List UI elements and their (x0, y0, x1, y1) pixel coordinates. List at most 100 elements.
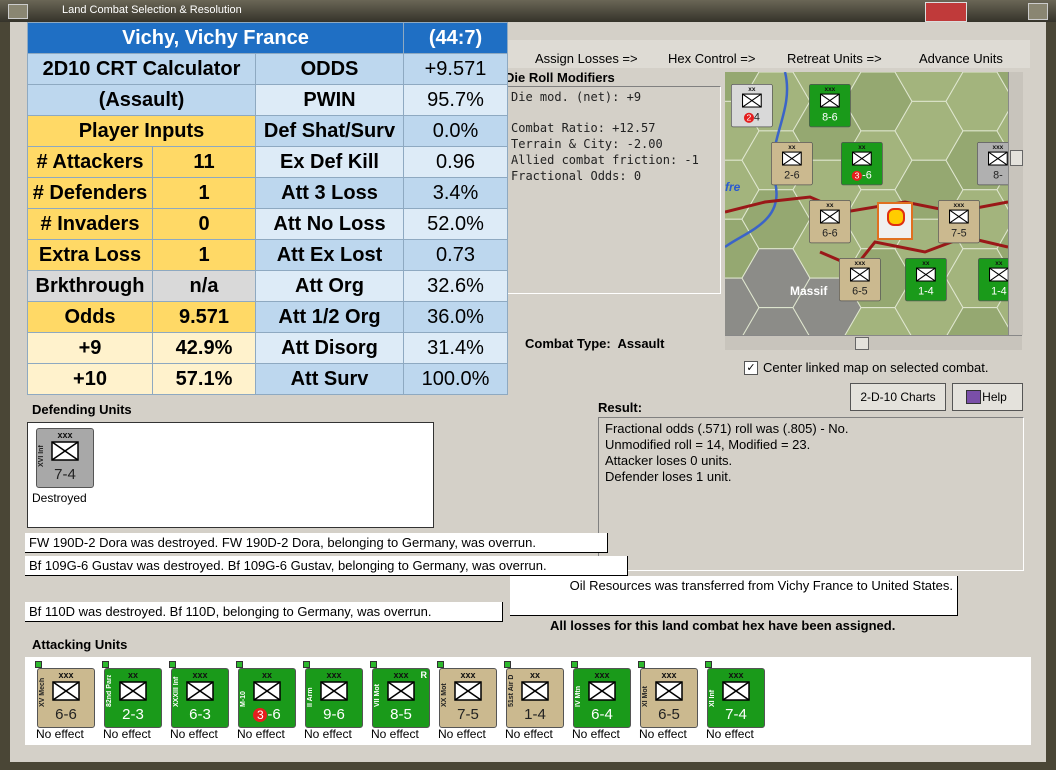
unit-size: xx (261, 670, 272, 680)
unit-strength: 6-6 (55, 706, 77, 723)
unit-size: xxx (661, 670, 677, 680)
unit-counter[interactable]: xxx XVI Inf 7-4 (36, 428, 94, 488)
unit-badge: 2 (743, 112, 754, 123)
unit-counter[interactable]: xxx XX Mot 7-5 (439, 668, 497, 728)
menu-item[interactable]: Retreat Units => (787, 51, 882, 66)
unit-counter[interactable]: xx 1-4 (905, 258, 947, 302)
modifier-line: Fractional Odds: 0 (511, 169, 642, 183)
horizontal-scrollbar[interactable] (725, 335, 1022, 350)
unit-counter[interactable]: xx 1-4 (978, 258, 1008, 302)
hex-map[interactable]: Massif fre xx 2 4 xxx 8-6 xx 2-6 xx 3 -6 xxx 8- xx 6-6 x… (725, 72, 1008, 335)
unit-counter[interactable]: xx 51st Air Div 1-4 (506, 668, 564, 728)
unit-strength-row: 2-3 (105, 706, 161, 723)
calc-row: +9 42.9% Att Disorg 31.4% (27, 332, 508, 364)
result-line: Defender loses 1 unit. (605, 469, 732, 484)
symbol-cross (387, 681, 415, 701)
unit-counter[interactable]: xxx XV Mech 6-6 (37, 668, 95, 728)
scroll-thumb[interactable] (855, 337, 869, 350)
symbol-cross (454, 681, 482, 701)
calc-cell: +9 (27, 332, 153, 364)
status-indicator (169, 661, 176, 668)
unit-counter[interactable]: xx 2 4 (731, 84, 773, 128)
unit-counter[interactable]: xx M-10 3 -6 (238, 668, 296, 728)
unit-strength-row: 9-6 (306, 706, 362, 723)
unit-strength-row: 6-6 (38, 706, 94, 723)
unit-counter[interactable]: xxx XXXIII Inf 6-3 (171, 668, 229, 728)
calc-row: # Invaders 0 Att No Loss 52.0% (27, 208, 508, 240)
unit-strength-row: 7-5 (939, 227, 979, 239)
unit-symbol (988, 267, 1008, 282)
unit-status: No effect (304, 727, 352, 741)
unit-size: xxx (824, 85, 836, 93)
unit-strength: -6 (267, 706, 281, 723)
unit-counter[interactable]: xx 3 -6 (841, 142, 883, 186)
unit-counter[interactable]: xxx 8- (977, 142, 1008, 186)
calc-row: Player Inputs Def Shat/Surv 0.0% (27, 115, 508, 147)
vertical-scrollbar[interactable] (1008, 72, 1023, 335)
center-map-checkbox[interactable]: ✓ (744, 361, 758, 375)
symbol-cross (949, 209, 969, 224)
unit-strength: 6-5 (852, 285, 868, 298)
unit-counter[interactable]: xxx XI Inf 7-4 (707, 668, 765, 728)
log-message: Oil Resources was transferred from Vichy… (510, 576, 958, 616)
unit-strength-row: 6-5 (641, 706, 697, 723)
unit-counter[interactable]: xxx 6-5 (839, 258, 881, 302)
unit-counter[interactable]: xxx XI Mot 6-5 (640, 668, 698, 728)
unit-strength-row: 3 -6 (239, 706, 295, 723)
unit-symbol (387, 681, 415, 701)
map-label: Massif (790, 284, 828, 298)
symbol-cross (186, 681, 214, 701)
unit-counter[interactable]: xx 2-6 (771, 142, 813, 186)
menu-item[interactable]: Assign Losses => (535, 51, 638, 66)
unit-status: No effect (505, 727, 553, 741)
unit-name: VII Mot (374, 684, 381, 707)
symbol-cross (852, 151, 872, 166)
unit-counter[interactable]: xx 82nd Para D 2-3 (104, 668, 162, 728)
symbol-cross (850, 267, 870, 282)
nation-flag (925, 2, 967, 22)
modifiers-box: Die mod. (net): +9 Combat Ratio: +12.57 Te… (507, 86, 721, 294)
unit-strength-row: 8-6 (810, 111, 850, 123)
title-bar: Land Combat Selection & Resolution (0, 0, 1056, 22)
unit-counter[interactable]: xxx 8-6 (809, 84, 851, 128)
menu-item[interactable]: Advance Units (919, 51, 1003, 66)
charts-button[interactable]: 2-D-10 Charts (850, 383, 946, 411)
status-indicator (102, 661, 109, 668)
calc-cell: # Attackers (27, 146, 153, 178)
unit-status: No effect (371, 727, 419, 741)
close-button[interactable] (1028, 3, 1048, 20)
unit-strength: 1-4 (918, 285, 934, 298)
menu-bar (505, 40, 1030, 68)
calc-cell: Def Shat/Surv (255, 115, 404, 147)
symbol-cross (742, 93, 762, 108)
calc-cell: Att No Loss (255, 208, 404, 240)
scroll-thumb[interactable] (1010, 150, 1023, 166)
unit-strength: 7-5 (457, 706, 479, 723)
unit-size: xxx (460, 670, 476, 680)
unit-size: xxx (953, 201, 965, 209)
calc-cell: Player Inputs (27, 115, 256, 147)
unit-counter[interactable]: xxx 7-5 (938, 200, 980, 244)
unit-counter[interactable]: xxx IV Mtn 6-4 (573, 668, 631, 728)
symbol-cross (52, 681, 80, 701)
unit-name: XI Mot (642, 686, 649, 707)
unit-counter[interactable]: xx 6-6 (809, 200, 851, 244)
unit-name: XI Inf (709, 689, 716, 707)
menu-item[interactable]: Hex Control => (668, 51, 756, 66)
calc-cell: 0.0% (403, 115, 508, 147)
unit-counter[interactable]: xxx VII Mot R 8-5 (372, 668, 430, 728)
calc-cell: +9.571 (403, 53, 508, 85)
attacking-title: Attacking Units (32, 637, 128, 652)
result-box: Fractional odds (.571) roll was (.805) -… (598, 417, 1024, 571)
calc-cell: 52.0% (403, 208, 508, 240)
unit-strength: -6 (862, 169, 872, 182)
unit-name: II Arm (307, 687, 314, 707)
calc-row: Brkthrough n/a Att Org 32.6% (27, 270, 508, 302)
unit-name: XV Mech (39, 677, 46, 707)
help-button[interactable]: Help (952, 383, 1023, 411)
defending-title: Defending Units (32, 402, 132, 417)
unit-counter[interactable]: xxx II Arm 9-6 (305, 668, 363, 728)
calc-row: +10 57.1% Att Surv 100.0% (27, 363, 508, 395)
